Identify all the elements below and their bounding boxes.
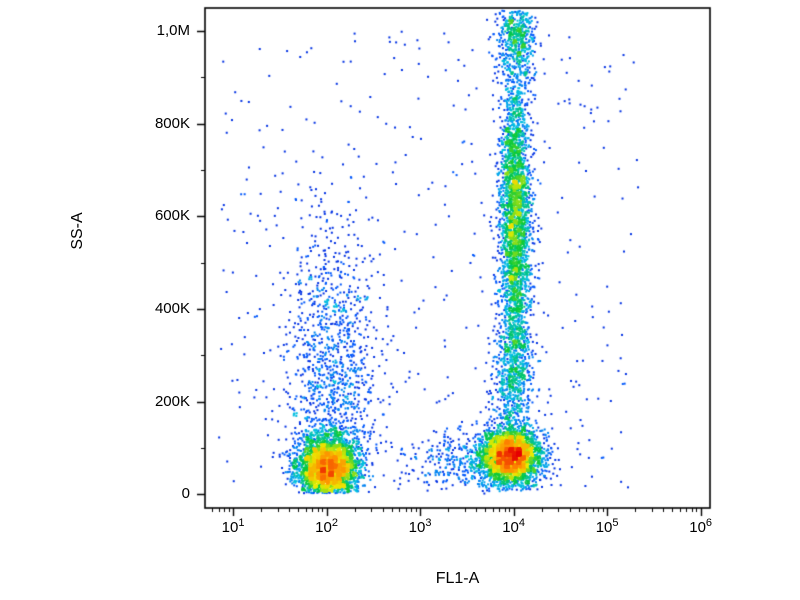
- x-tick-label-10e6: 106: [689, 517, 713, 536]
- x-tick-label-10e2: 102: [315, 517, 338, 536]
- y-tick-label-800k: 800K: [154, 114, 190, 132]
- x-tick-label-10e4: 104: [502, 517, 526, 536]
- x-tick-label-10e5: 105: [595, 517, 619, 536]
- y-axis-title: SS-A: [69, 212, 86, 250]
- y-tick-label-200k: 200K: [154, 392, 190, 410]
- y-tick-label-1m: 1,0M: [156, 22, 190, 40]
- y-tick-label-400k: 400K: [154, 299, 190, 317]
- y-tick-label-0: 0: [181, 485, 190, 503]
- x-tick-label-10e1: 101: [221, 517, 245, 536]
- x-tick-label-10e3: 103: [408, 517, 432, 536]
- y-tick-label-600k: 600K: [154, 207, 190, 225]
- x-axis-title: FL1-A: [435, 570, 480, 587]
